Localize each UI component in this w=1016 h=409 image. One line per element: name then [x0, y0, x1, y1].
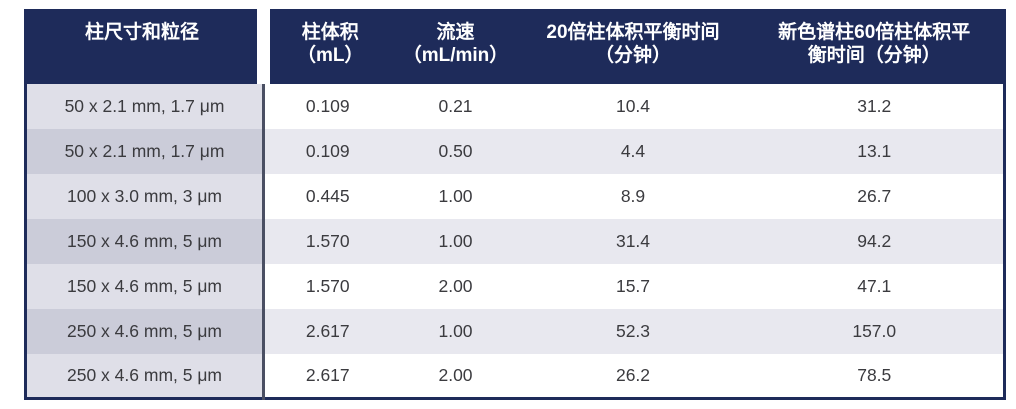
- table-row: 150 x 4.6 mm, 5 μm 1.570 2.00 15.7 47.1: [25, 263, 1005, 309]
- cell-column-size: 250 x 4.6 mm, 5 μm: [25, 353, 265, 399]
- table-row: 250 x 4.6 mm, 5 μm 2.617 2.00 26.2 78.5: [25, 353, 1005, 399]
- cell-60x-time: 13.1: [745, 128, 1005, 174]
- cell-20x-time: 15.7: [520, 263, 746, 309]
- col-header-flow-rate: 流速 （mL/min）: [390, 10, 521, 84]
- cell-flow-rate: 1.00: [390, 173, 521, 219]
- cell-column-volume: 1.570: [263, 218, 391, 264]
- cell-column-volume: 1.570: [263, 263, 391, 309]
- cell-60x-time: 47.1: [745, 263, 1005, 309]
- header-row: 柱尺寸和粒径 柱体积 （mL） 流速 （mL/min） 20倍柱体积平衡时间 （…: [25, 10, 1005, 84]
- cell-column-size: 250 x 4.6 mm, 5 μm: [25, 308, 265, 354]
- cell-column-size: 50 x 2.1 mm, 1.7 μm: [25, 128, 265, 174]
- header-label: 新色谱柱60倍柱体积平: [778, 22, 971, 43]
- header-label: 20倍柱体积平衡时间: [546, 22, 720, 43]
- cell-20x-time: 4.4: [520, 128, 746, 174]
- header-label: 流速: [436, 22, 475, 43]
- table-row: 50 x 2.1 mm, 1.7 μm 0.109 0.50 4.4 13.1: [25, 128, 1005, 174]
- col-header-column-volume: 柱体积 （mL）: [263, 10, 391, 84]
- cell-column-size: 100 x 3.0 mm, 3 μm: [25, 173, 265, 219]
- cell-column-volume: 2.617: [263, 353, 391, 399]
- table-row: 250 x 4.6 mm, 5 μm 2.617 1.00 52.3 157.0: [25, 308, 1005, 354]
- cell-60x-time: 157.0: [745, 308, 1005, 354]
- cell-flow-rate: 0.50: [390, 128, 521, 174]
- header-label-line2: （mL）: [296, 45, 364, 66]
- cell-20x-time: 52.3: [520, 308, 746, 354]
- cell-column-size: 150 x 4.6 mm, 5 μm: [25, 263, 265, 309]
- col-header-column-size: 柱尺寸和粒径: [25, 10, 270, 84]
- cell-flow-rate: 1.00: [390, 218, 521, 264]
- cell-20x-time: 10.4: [520, 83, 746, 129]
- cell-column-volume: 0.109: [263, 83, 391, 129]
- header-label: 柱尺寸和粒径: [84, 22, 199, 43]
- cell-20x-time: 26.2: [520, 353, 746, 399]
- cell-60x-time: 78.5: [745, 353, 1005, 399]
- cell-flow-rate: 0.21: [390, 83, 521, 129]
- header-label-line2: （分钟）: [594, 45, 671, 66]
- cell-flow-rate: 1.00: [390, 308, 521, 354]
- table-row: 100 x 3.0 mm, 3 μm 0.445 1.00 8.9 26.7: [25, 173, 1005, 219]
- cell-column-volume: 2.617: [263, 308, 391, 354]
- cell-column-volume: 0.445: [263, 173, 391, 219]
- cell-column-size: 50 x 2.1 mm, 1.7 μm: [25, 83, 265, 129]
- cell-20x-time: 31.4: [520, 218, 746, 264]
- cell-flow-rate: 2.00: [390, 353, 521, 399]
- column-equilibration-table: 柱尺寸和粒径 柱体积 （mL） 流速 （mL/min） 20倍柱体积平衡时间 （…: [24, 9, 1006, 400]
- table-row: 50 x 2.1 mm, 1.7 μm 0.109 0.21 10.4 31.2: [25, 83, 1005, 129]
- cell-60x-time: 26.7: [745, 173, 1005, 219]
- cell-column-size: 150 x 4.6 mm, 5 μm: [25, 218, 265, 264]
- table-row: 150 x 4.6 mm, 5 μm 1.570 1.00 31.4 94.2: [25, 218, 1005, 264]
- header-label-line2: （mL/min）: [402, 45, 509, 66]
- header-label-line2: 衡时间（分钟）: [807, 45, 941, 66]
- cell-20x-time: 8.9: [520, 173, 746, 219]
- cell-60x-time: 94.2: [745, 218, 1005, 264]
- col-header-20x-equilibration-time: 20倍柱体积平衡时间 （分钟）: [520, 10, 746, 84]
- col-header-60x-equilibration-time: 新色谱柱60倍柱体积平 衡时间（分钟）: [745, 10, 1005, 84]
- cell-60x-time: 31.2: [745, 83, 1005, 129]
- cell-flow-rate: 2.00: [390, 263, 521, 309]
- cell-column-volume: 0.109: [263, 128, 391, 174]
- header-label: 柱体积: [301, 22, 359, 43]
